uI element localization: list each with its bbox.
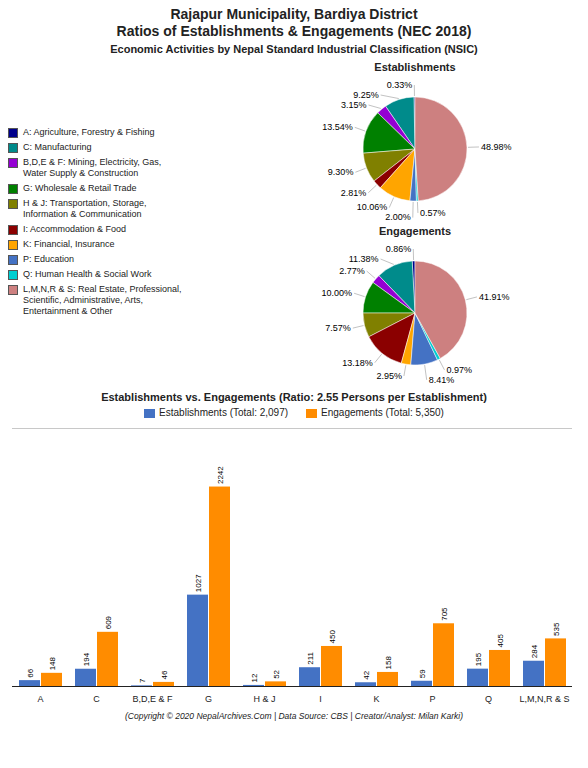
svg-text:12: 12 — [250, 673, 259, 682]
svg-text:450: 450 — [328, 630, 337, 644]
svg-text:148: 148 — [48, 656, 57, 670]
svg-text:1027: 1027 — [194, 574, 203, 592]
svg-text:211: 211 — [306, 651, 315, 664]
html-text:Engagements (Total: 5,350): Engagements (Total: 5,350) — [321, 407, 444, 418]
html-text:Q: Human Health & Social Work: Q: Human Health & Social Work — [23, 269, 152, 279]
svg-text:13.18%: 13.18% — [342, 358, 373, 368]
svg-text:0.33%: 0.33% — [387, 80, 413, 90]
svg-text:48.98%: 48.98% — [481, 142, 512, 152]
svg-text:2.81%: 2.81% — [341, 188, 367, 198]
svg-text:7.57%: 7.57% — [325, 323, 351, 333]
svg-text:0.57%: 0.57% — [420, 208, 446, 218]
html-text:K: Financial, Insurance: K: Financial, Insurance — [23, 239, 115, 249]
svg-text:46: 46 — [160, 670, 169, 679]
html-text:P: Education: P: Education — [23, 254, 74, 264]
svg-text:2242: 2242 — [216, 466, 225, 484]
svg-text:0.97%: 0.97% — [446, 365, 472, 375]
html-text:C: Manufacturing: C: Manufacturing — [23, 142, 92, 152]
svg-text:I: I — [319, 694, 322, 704]
svg-text:158: 158 — [384, 656, 393, 670]
svg-text:10.06%: 10.06% — [357, 202, 388, 212]
svg-text:C: C — [93, 694, 100, 704]
svg-text:Q: Q — [485, 694, 492, 704]
html-text:A: Agriculture, Forestry & Fis: A: Agriculture, Forestry & Fishing — [23, 127, 155, 137]
svg-text:9.25%: 9.25% — [353, 90, 379, 100]
svg-text:P: P — [429, 694, 435, 704]
svg-text:G: G — [205, 694, 212, 704]
html-text:Rajapur Municipality, Bardiya: Rajapur Municipality, Bardiya District R… — [116, 6, 472, 39]
svg-text:59: 59 — [418, 669, 427, 678]
svg-text:195: 195 — [474, 652, 483, 666]
svg-text:405: 405 — [496, 634, 505, 648]
svg-text:L,M,N,R & S: L,M,N,R & S — [519, 694, 569, 704]
svg-text:609: 609 — [104, 615, 113, 629]
svg-text:B,D,E & F: B,D,E & F — [132, 694, 173, 704]
html-text:Establishments: Establishments — [374, 61, 456, 73]
html-text:H & J: Transportation, Storage: H & J: Transportation, Storage, Informat… — [23, 198, 147, 219]
svg-text:2.95%: 2.95% — [376, 371, 402, 381]
svg-text:A: A — [37, 694, 43, 704]
html-text:Engagements: Engagements — [378, 225, 452, 237]
svg-text:284: 284 — [530, 644, 539, 658]
html-text:I: Accommodation & Food: I: Accommodation & Food — [23, 224, 127, 234]
svg-text:2.77%: 2.77% — [339, 266, 365, 276]
html-text:Establishments (Total: 2,097): Establishments (Total: 2,097) — [159, 407, 288, 418]
html-text:G: Wholesale & Retail Trade: G: Wholesale & Retail Trade — [23, 183, 137, 193]
svg-text:K: K — [373, 694, 379, 704]
html-text:L,M,N,R & S: Real Estate, Prof: L,M,N,R & S: Real Estate, Professional, … — [23, 284, 182, 316]
svg-text:8.41%: 8.41% — [429, 375, 455, 385]
svg-text:11.38%: 11.38% — [349, 254, 379, 264]
svg-text:194: 194 — [82, 652, 91, 666]
svg-text:7: 7 — [138, 678, 147, 683]
html-text:Establishments vs. Engagements: Establishments vs. Engagements (Ratio: 2… — [101, 391, 487, 403]
svg-text:H & J: H & J — [253, 694, 275, 704]
html-text:B,D,E & F: Mining, Electricity: B,D,E & F: Mining, Electricity, Gas, Wat… — [23, 157, 162, 178]
svg-text:3.15%: 3.15% — [341, 100, 367, 110]
html-text:(Copyright © 2020 NepalArchive: (Copyright © 2020 NepalArchives.Com | Da… — [125, 711, 463, 721]
svg-text:2.00%: 2.00% — [385, 212, 411, 222]
svg-text:42: 42 — [362, 670, 371, 679]
svg-text:0.86%: 0.86% — [386, 244, 412, 254]
html-text:Economic Activities by Nepal S: Economic Activities by Nepal Standard In… — [110, 43, 478, 55]
svg-text:52: 52 — [272, 669, 281, 678]
svg-text:13.54%: 13.54% — [322, 122, 353, 132]
svg-text:535: 535 — [552, 622, 561, 636]
svg-text:10.00%: 10.00% — [322, 288, 353, 298]
svg-text:705: 705 — [440, 607, 449, 621]
svg-text:41.91%: 41.91% — [479, 292, 510, 302]
svg-text:66: 66 — [26, 668, 35, 677]
svg-text:9.30%: 9.30% — [328, 167, 354, 177]
